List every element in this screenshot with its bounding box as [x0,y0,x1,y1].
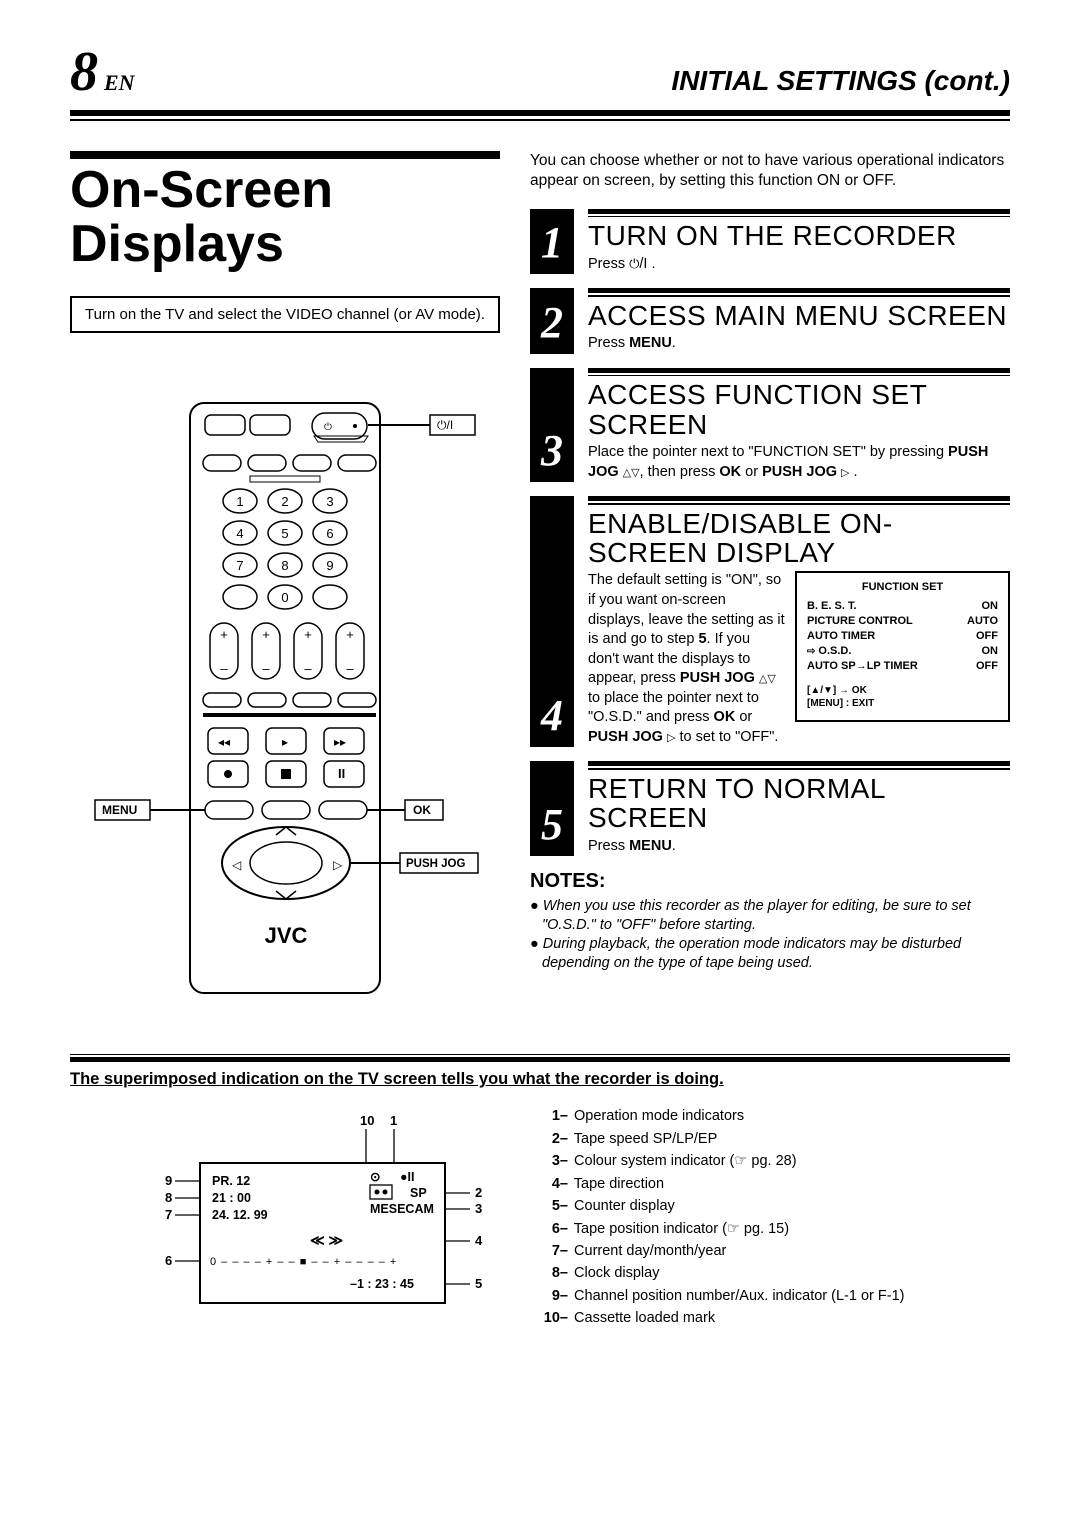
svg-text:8: 8 [281,558,288,573]
svg-text:▸: ▸ [282,735,288,749]
step-3: 3 ACCESS FUNCTION SET SCREEN Place the p… [530,368,1010,482]
power-label: ⏻/I [437,418,453,432]
indicator-item: 6– Tape position indicator (☞ pg. 15) [540,1218,904,1240]
indicator-item: 4– Tape direction [540,1173,904,1195]
indicator-item: 5– Counter display [540,1195,904,1217]
header-separator [70,110,1010,121]
step-2: 2 ACCESS MAIN MENU SCREEN Press MENU. [530,288,1010,353]
menu-label: MENU [102,803,137,817]
step-title: ACCESS MAIN MENU SCREEN [588,301,1010,330]
svg-text:II: II [338,766,345,781]
step-body: Place the pointer next to "FUNCTION SET"… [588,443,1010,482]
svg-text:+: + [346,627,354,642]
notes-block: NOTES: When you use this recorder as the… [530,870,1010,972]
page-lang: EN [104,70,135,96]
step-1: 1 TURN ON THE RECORDER Press ⏻/I . [530,209,1010,274]
svg-text:≪ ≫: ≪ ≫ [310,1232,343,1248]
svg-text:7: 7 [165,1207,172,1222]
step-body: Press MENU. [588,334,1010,354]
svg-text:1: 1 [390,1113,397,1128]
svg-text:1: 1 [236,494,243,509]
svg-text:PR. 12: PR. 12 [212,1174,250,1188]
svg-text:7: 7 [236,558,243,573]
svg-text:▷: ▷ [333,858,343,872]
svg-text:0: 0 [281,590,288,605]
svg-text:⊙: ⊙ [370,1170,380,1184]
section-title: INITIAL SETTINGS (cont.) [671,65,1010,97]
step-number: 3 [530,368,574,482]
step-body: Press ⏻/I . [588,255,1010,275]
svg-text:◂◂: ◂◂ [218,735,230,749]
intro-text: You can choose whether or not to have va… [530,151,1010,191]
step-number: 2 [530,288,574,353]
svg-text:–1 : 23 : 45: –1 : 23 : 45 [350,1277,414,1291]
svg-text:4: 4 [236,526,243,541]
svg-text:⏻: ⏻ [324,422,332,433]
step-number: 5 [530,761,574,856]
ok-label: OK [413,803,431,817]
indicator-item: 10– Cassette loaded mark [540,1307,904,1329]
svg-text:–: – [220,661,228,676]
svg-text:3: 3 [326,494,333,509]
notes-heading: NOTES: [530,870,1010,893]
svg-text:8: 8 [165,1190,172,1205]
indicator-item: 9– Channel position number/Aux. indicato… [540,1285,904,1307]
svg-text:●II: ●II [400,1170,415,1184]
push-jog-label: PUSH JOG [406,858,465,870]
page-number-block: 8 EN [70,40,135,104]
svg-text:9: 9 [326,558,333,573]
svg-text:2: 2 [475,1185,482,1200]
svg-text:21 : 00: 21 : 00 [212,1191,251,1205]
step-title: ENABLE/DISABLE ON-SCREEN DISPLAY [588,509,1010,568]
remote-diagram: ⏻ ⏻/I 1 2 3 4 5 [70,383,500,1018]
main-heading: On-Screen Displays [70,151,500,272]
step-title: RETURN TO NORMAL SCREEN [588,774,1010,833]
step-number: 1 [530,209,574,274]
svg-text:10: 10 [360,1113,374,1128]
svg-text:+: + [304,627,312,642]
instruction-box: Turn on the TV and select the VIDEO chan… [70,296,500,333]
svg-text:6: 6 [326,526,333,541]
svg-text:24. 12. 99: 24. 12. 99 [212,1208,268,1222]
svg-text:9: 9 [165,1173,172,1188]
note-item: During playback, the operation mode indi… [530,935,1010,973]
svg-text:–: – [262,661,270,676]
tv-overlay-diagram: PR. 12 21 : 00 24. 12. 99 ⊙ ●II SP MESEC… [70,1105,510,1340]
step-body: Press MENU. [588,837,1010,857]
svg-text:5: 5 [475,1276,482,1291]
page-number: 8 [70,40,98,104]
svg-text:6: 6 [165,1253,172,1268]
svg-text:4: 4 [475,1233,483,1248]
indicator-legend: 1– Operation mode indicators2– Tape spee… [540,1105,904,1330]
step-body: The default setting is "ON", so if you w… [588,571,785,747]
remote-brand: JVC [265,923,308,948]
lower-heading: The superimposed indication on the TV sc… [70,1070,1010,1089]
svg-text:◁: ◁ [232,858,242,872]
lower-separator [70,1054,1010,1063]
step-5: 5 RETURN TO NORMAL SCREEN Press MENU. [530,761,1010,856]
step-4: 4 ENABLE/DISABLE ON-SCREEN DISPLAY The d… [530,496,1010,747]
svg-text:3: 3 [475,1201,482,1216]
svg-text:+: + [220,627,228,642]
step-number: 4 [530,496,574,747]
svg-text:+: + [262,627,270,642]
function-set-box: FUNCTION SET B. E. S. T.ONPICTURE CONTRO… [795,571,1010,721]
indicator-item: 2– Tape speed SP/LP/EP [540,1128,904,1150]
note-item: When you use this recorder as the player… [530,897,1010,935]
step-title: TURN ON THE RECORDER [588,221,1010,250]
indicator-item: 8– Clock display [540,1262,904,1284]
svg-text:5: 5 [281,526,288,541]
svg-text:MESECAM: MESECAM [370,1202,434,1216]
svg-text:–: – [304,661,312,676]
svg-text:2: 2 [281,494,288,509]
step-title: ACCESS FUNCTION SET SCREEN [588,380,1010,439]
svg-text:0 – – – – + – – ■ – – + – – –: 0 – – – – + – – ■ – – + – – – – + [210,1256,397,1268]
indicator-item: 7– Current day/month/year [540,1240,904,1262]
svg-text:SP: SP [410,1186,427,1200]
svg-text:▸▸: ▸▸ [334,735,346,749]
indicator-item: 1– Operation mode indicators [540,1105,904,1127]
indicator-item: 3– Colour system indicator (☞ pg. 28) [540,1150,904,1172]
svg-text:–: – [346,661,354,676]
